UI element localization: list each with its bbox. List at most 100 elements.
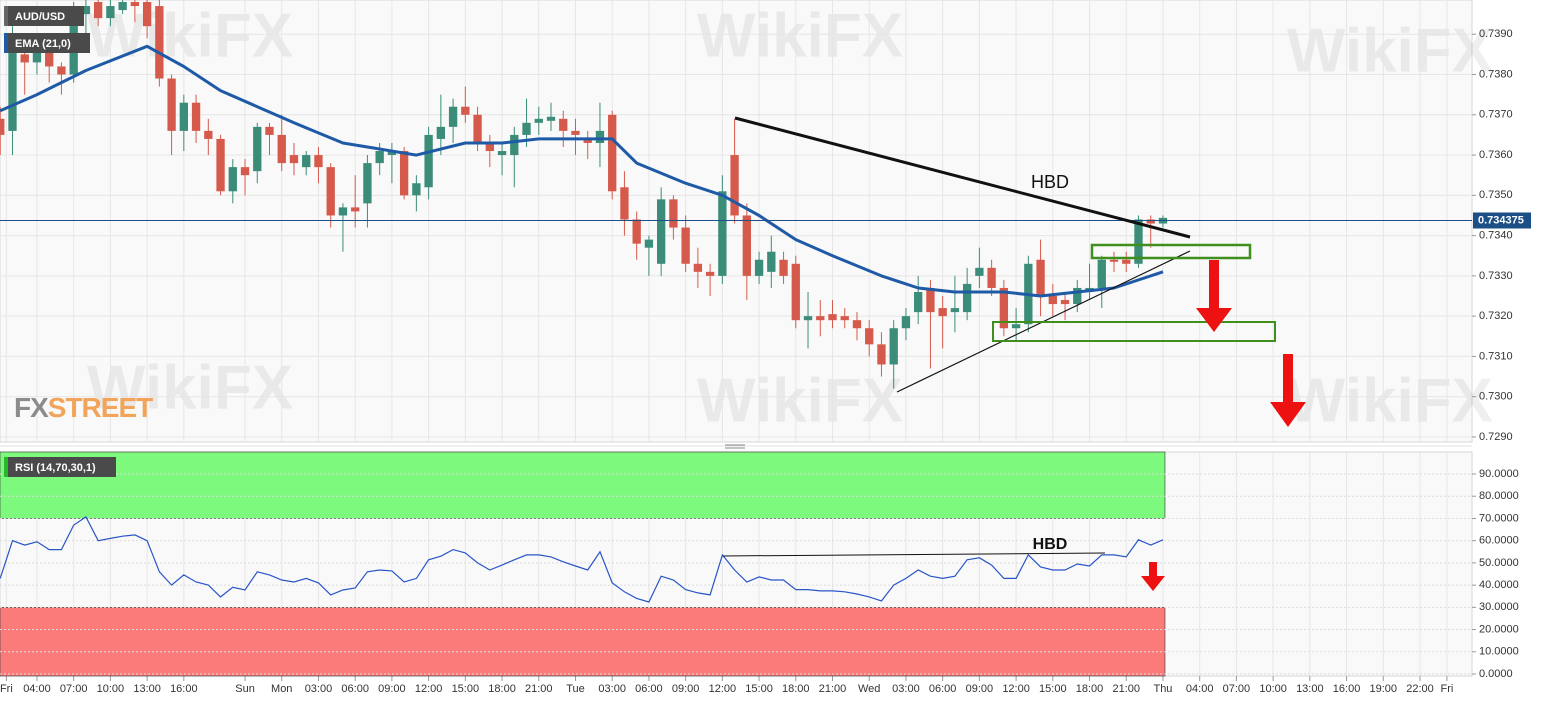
candle-body [1122,259,1131,264]
candle-body [253,126,262,172]
candle-body [142,2,152,27]
ema-stripe [4,33,8,53]
y-tick-label: 0.7350 [1479,189,1513,201]
candle-body [644,239,654,248]
x-tick-label: 15:00 [745,683,773,695]
y-tick-label: 50.0000 [1479,557,1519,569]
x-tick-label: 15:00 [452,683,480,695]
candle-body [240,167,250,176]
candle-body [179,102,188,131]
drawings: HBD HBD AUD/USD EMA (21,0) RSI (14,70,30… [4,6,1306,591]
candle-body [461,106,470,115]
y-tick-label: 0.7330 [1479,270,1513,282]
logo-part: STREET [48,392,153,423]
candle-body [608,114,617,192]
x-tick-label: 18:00 [1076,683,1104,695]
candle-body [522,122,531,135]
candle-body [950,308,960,313]
candle-body [754,259,764,276]
trend-line [734,116,1191,239]
candle-body [191,102,201,131]
symbol-stripe [4,6,8,26]
candle-body [938,308,947,317]
y-tick-label: 0.7390 [1479,28,1513,40]
candle-body [705,271,715,276]
candle-body [57,66,66,75]
candle-body [20,54,29,63]
y-tick-label: 0.7300 [1479,391,1513,403]
annotation: HBD [1031,172,1069,192]
y-tick-label: 60.0000 [1479,535,1519,547]
logo: FXSTREET [14,392,153,423]
candle-body [93,2,103,19]
candle-body [865,328,874,345]
zone-box [992,321,1276,342]
candle-body [975,267,984,276]
arrow [1270,354,1306,427]
x-tick-label: 15:00 [1039,683,1067,695]
x-tick-label: 10:00 [97,683,125,695]
candle-body [546,116,556,121]
x-tick-label: 21:00 [819,683,847,695]
candle-body [485,142,494,152]
candle-body [767,251,776,272]
ema-label: EMA (21,0) [15,38,71,50]
candle-body [497,151,507,156]
x-tick-label: 19:00 [1370,683,1398,695]
x-tick-label: 13:00 [1296,683,1324,695]
overbought-zone [0,451,1166,519]
x-tick-label: 06:00 [341,683,369,695]
candle-body [742,215,751,276]
y-tick-label: 40.0000 [1479,579,1519,591]
x-tick-label: 13:00 [133,683,161,695]
candle-body [1073,287,1082,305]
candle-body [363,163,372,204]
candle-body [118,2,127,11]
candle-body [448,106,458,127]
y-tick-label: 30.0000 [1479,601,1519,613]
candle-body [265,126,274,135]
logo-part: FX [14,392,49,423]
candle-body [375,151,384,164]
x-tick-label: 07:00 [1223,683,1251,695]
y-tick-label: 0.7380 [1479,68,1513,80]
candle-body [45,50,54,67]
candle-body [828,314,837,321]
x-tick-label: 03:00 [305,683,333,695]
candle-body [656,199,666,264]
x-tick-label: 09:00 [966,683,994,695]
candle-body [228,167,237,192]
candle-body [289,155,299,164]
candle-body [436,126,446,139]
candle-body [302,155,311,168]
x-tick-label: Fri [0,683,13,695]
x-tick-label: 16:00 [170,683,198,695]
watermark: WikiFX [697,366,903,435]
x-tick-label: 12:00 [709,683,737,695]
candle-body [473,114,482,143]
candle-body [779,259,788,276]
candle-body [901,316,911,329]
candle-body [314,155,323,168]
x-tick-label: 10:00 [1259,683,1287,695]
x-tick-label: 04:00 [23,683,51,695]
candle-body [326,167,335,216]
candle-body [926,287,935,313]
candle-body [510,134,519,156]
y-tick-label: 0.7290 [1479,431,1513,443]
candle-body [877,344,886,365]
candle-body [338,207,348,216]
x-tick-label: 21:00 [1112,683,1140,695]
x-tick-label: 06:00 [635,683,663,695]
rsi-label: RSI (14,70,30,1) [15,462,96,474]
candle-body [106,6,115,19]
candle-body [1036,259,1045,297]
watermark: WikiFX [87,353,293,422]
candle-body [534,118,543,123]
candle-body [399,151,409,196]
candle-body [1109,259,1119,262]
x-tick-label: 04:00 [1186,683,1214,695]
y-tick-label: 0.0000 [1479,668,1513,680]
